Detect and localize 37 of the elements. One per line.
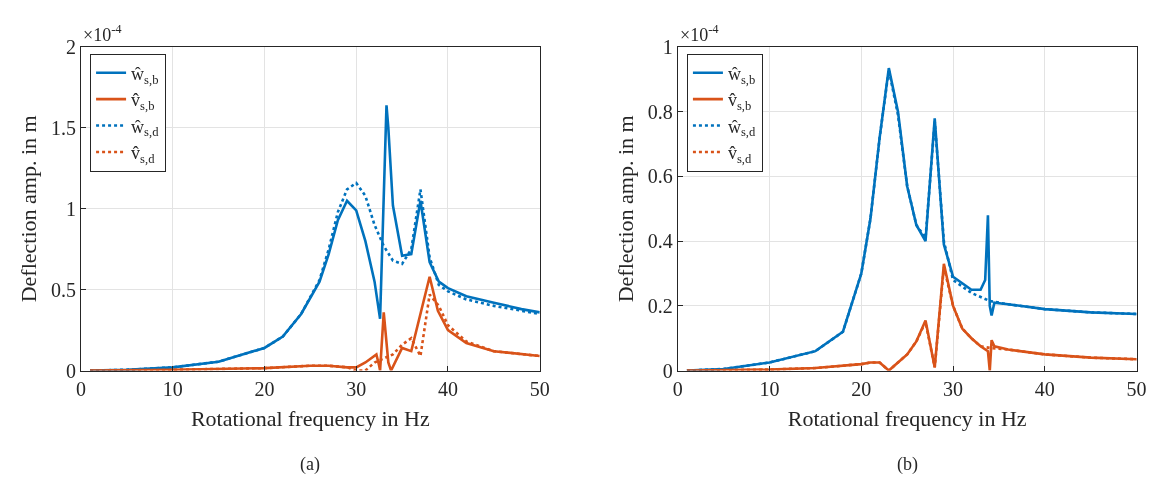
y-tick-label: 0 bbox=[662, 359, 673, 382]
x-tick-label: 50 bbox=[1126, 377, 1147, 400]
x-tick-label: 10 bbox=[162, 377, 183, 400]
x-tick-label: 20 bbox=[851, 377, 872, 400]
legend-label: ŵ$_{s,d}$ bbox=[131, 116, 160, 140]
x-tick-label: 30 bbox=[346, 377, 367, 400]
y-tick-label: 0 bbox=[65, 359, 76, 382]
y-tick-label: 0.4 bbox=[647, 230, 673, 253]
y-tick-label: 1.5 bbox=[50, 116, 76, 139]
y-tick-label: 2 bbox=[65, 36, 76, 59]
y-tick-label: 0.2 bbox=[647, 294, 673, 317]
text: ×10$^{-4}$ bbox=[83, 22, 123, 45]
text: (b) bbox=[897, 454, 918, 475]
x-tick-label: 20 bbox=[254, 377, 275, 400]
x-tick-label: 10 bbox=[759, 377, 780, 400]
x-tick-label: 40 bbox=[437, 377, 458, 400]
y-tick-label: 1 bbox=[65, 197, 76, 220]
y-axis-title: Deflection amp. in m bbox=[15, 115, 41, 303]
x-axis-title: Rotational frequency in Hz bbox=[190, 406, 430, 432]
legend-label: v̂$_{s,b}$ bbox=[131, 90, 155, 113]
y-tick-label: 0.6 bbox=[647, 165, 673, 188]
text: (a) bbox=[300, 454, 320, 475]
legend-label: v̂$_{s,d}$ bbox=[131, 142, 156, 166]
y-tick-label: 1 bbox=[662, 36, 673, 59]
y-tick-label: 0.8 bbox=[647, 100, 673, 123]
x-axis-title: Rotational frequency in Hz bbox=[787, 406, 1027, 432]
legend-label: v̂$_{s,b}$ bbox=[727, 90, 752, 113]
text: ×10$^{-4}$ bbox=[680, 22, 720, 45]
x-tick-label: 40 bbox=[1034, 377, 1055, 400]
y-axis-title: Deflection amp. in m bbox=[612, 115, 638, 303]
y-tick-label: 0.5 bbox=[50, 278, 76, 301]
legend-label: ŵ$_{s,d}$ bbox=[727, 116, 756, 140]
legend-label: ŵ$_{s,b}$ bbox=[727, 63, 756, 87]
legend-label: ŵ$_{s,b}$ bbox=[131, 63, 159, 87]
x-tick-label: 30 bbox=[943, 377, 964, 400]
legend-label: v̂$_{s,d}$ bbox=[727, 142, 752, 166]
x-tick-label: 50 bbox=[529, 377, 550, 400]
